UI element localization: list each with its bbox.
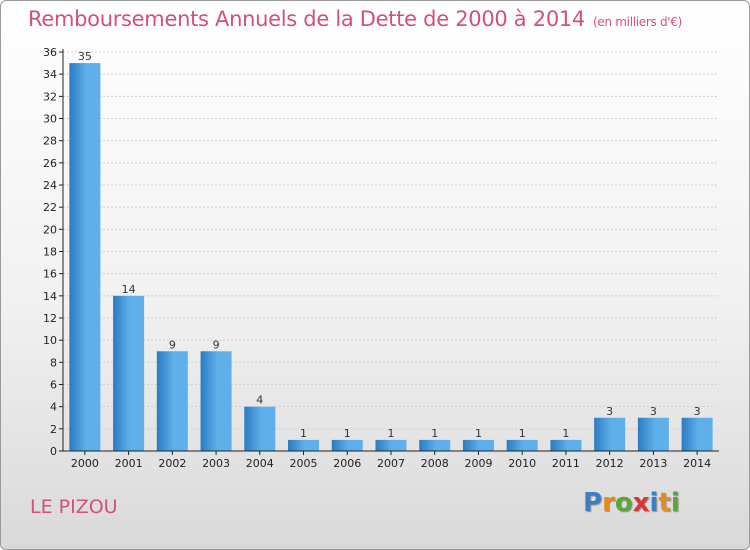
- y-tick-label: 10: [43, 334, 57, 347]
- y-tick-label: 0: [50, 445, 57, 458]
- logo-letter: o: [614, 488, 633, 518]
- data-label: 1: [519, 427, 526, 440]
- logo-letter: i: [670, 488, 680, 518]
- data-label: 1: [344, 427, 351, 440]
- y-tick-label: 6: [50, 379, 57, 392]
- y-tick-label: 14: [43, 290, 57, 303]
- bar: [681, 417, 713, 451]
- data-label: 9: [169, 338, 176, 351]
- data-label: 3: [694, 405, 701, 418]
- x-tick-label: 2006: [333, 457, 361, 470]
- y-tick-label: 12: [43, 312, 57, 325]
- bar: [550, 439, 582, 451]
- y-tick-label: 34: [43, 68, 57, 81]
- data-label: 1: [562, 427, 569, 440]
- bar: [375, 439, 407, 451]
- data-label: 35: [78, 50, 92, 63]
- y-tick-label: 30: [43, 113, 57, 126]
- bar: [637, 417, 669, 451]
- x-tick-label: 2008: [421, 457, 449, 470]
- logo-letter: x: [632, 488, 650, 518]
- x-tick-label: 2009: [464, 457, 492, 470]
- data-label: 1: [431, 427, 438, 440]
- y-tick-label: 18: [43, 246, 57, 259]
- bar: [69, 63, 101, 451]
- y-tick-label: 24: [43, 179, 57, 192]
- x-tick-label: 2012: [596, 457, 624, 470]
- y-tick-label: 8: [50, 356, 57, 369]
- bar: [419, 439, 451, 451]
- data-label: 1: [300, 427, 307, 440]
- data-label: 4: [256, 394, 263, 407]
- x-tick-label: 2014: [683, 457, 711, 470]
- y-tick-label: 2: [50, 423, 57, 436]
- city-name: LE PIZOU: [30, 496, 118, 518]
- bar: [156, 351, 188, 451]
- bar: [331, 439, 363, 451]
- bar: [244, 406, 276, 451]
- chart-unit: (en milliers d'€): [593, 15, 683, 29]
- data-label: 1: [475, 427, 482, 440]
- bar: [462, 439, 494, 451]
- y-tick-label: 36: [43, 46, 57, 59]
- y-tick-label: 26: [43, 157, 57, 170]
- y-tick-label: 16: [43, 268, 57, 281]
- data-label: 3: [650, 405, 657, 418]
- x-tick-label: 2000: [71, 457, 99, 470]
- data-label: 14: [122, 283, 136, 296]
- x-tick-label: 2001: [115, 457, 143, 470]
- bar: [506, 439, 538, 451]
- y-tick-label: 4: [50, 401, 57, 414]
- logo-letter: i: [649, 488, 659, 518]
- x-tick-label: 2003: [202, 457, 230, 470]
- chart-title: Remboursements Annuels de la Dette de 20…: [28, 7, 682, 31]
- data-label: 9: [213, 338, 220, 351]
- data-label: 3: [606, 405, 613, 418]
- x-tick-label: 2002: [158, 457, 186, 470]
- logo-letter: P: [583, 488, 603, 518]
- x-tick-label: 2004: [246, 457, 274, 470]
- bar: [113, 295, 145, 451]
- x-tick-label: 2005: [290, 457, 318, 470]
- y-tick-label: 28: [43, 135, 57, 148]
- proxiti-logo: Proxiti: [583, 488, 680, 518]
- x-tick-label: 2011: [552, 457, 580, 470]
- x-tick-label: 2013: [639, 457, 667, 470]
- y-tick-label: 20: [43, 223, 57, 236]
- data-label: 1: [388, 427, 395, 440]
- bar: [594, 417, 626, 451]
- y-tick-label: 22: [43, 201, 57, 214]
- y-tick-label: 32: [43, 90, 57, 103]
- x-tick-label: 2010: [508, 457, 536, 470]
- x-tick-label: 2007: [377, 457, 405, 470]
- logo-letter: r: [602, 488, 615, 518]
- bar: [200, 351, 232, 451]
- chart-title-text: Remboursements Annuels de la Dette de 20…: [28, 7, 585, 31]
- logo-letter: t: [658, 488, 671, 518]
- bar: [288, 439, 320, 451]
